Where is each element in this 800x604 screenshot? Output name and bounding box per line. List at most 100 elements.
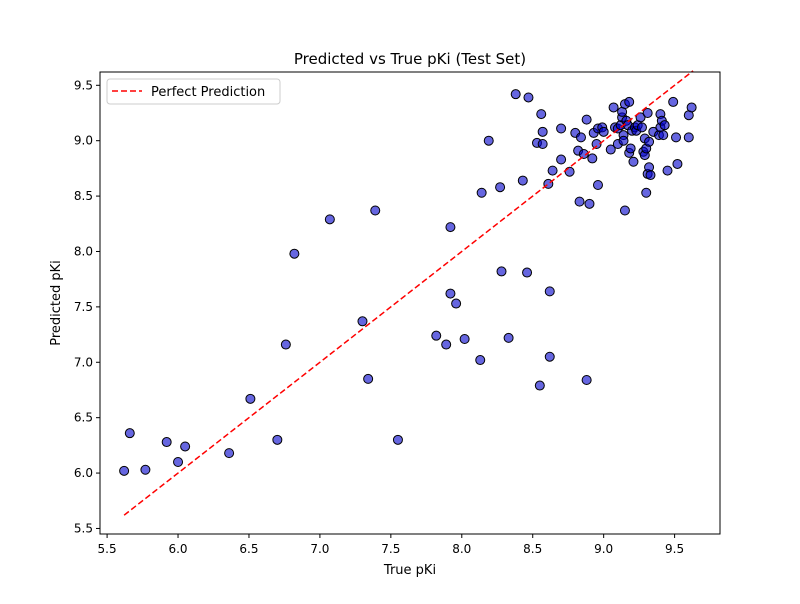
- data-point: [686, 102, 697, 113]
- data-point: [495, 182, 506, 193]
- data-point: [510, 89, 521, 100]
- data-point: [483, 135, 494, 146]
- data-point: [645, 170, 656, 181]
- data-point: [370, 205, 381, 216]
- y-tick-label: 6.5: [74, 411, 93, 425]
- data-point: [581, 375, 592, 385]
- legend-label: Perfect Prediction: [151, 85, 265, 100]
- x-tick-label: 6.5: [239, 542, 258, 556]
- data-point: [119, 465, 130, 476]
- x-tick-label: 8.0: [452, 542, 471, 556]
- data-point: [625, 143, 636, 154]
- legend-box: [106, 78, 281, 105]
- data-point: [605, 144, 616, 155]
- data-point: [445, 288, 456, 299]
- data-point: [544, 351, 555, 362]
- y-tick-label: 8.0: [74, 244, 93, 258]
- y-tick-label: 6.0: [74, 466, 93, 480]
- data-point: [475, 355, 486, 366]
- data-point: [618, 135, 629, 146]
- data-point: [575, 132, 586, 143]
- data-point: [173, 456, 184, 467]
- data-point: [180, 441, 191, 452]
- data-point: [635, 112, 646, 123]
- data-point: [556, 123, 567, 134]
- data-point: [642, 107, 653, 118]
- data-point: [578, 148, 589, 159]
- chart-title: Predicted vs True pKi (Test Set): [294, 50, 526, 68]
- y-tick-label: 8.5: [74, 189, 93, 203]
- data-point: [581, 114, 592, 125]
- data-point: [683, 132, 694, 143]
- y-tick-label: 5.5: [74, 521, 93, 535]
- data-point: [523, 92, 534, 103]
- x-axis-label: True pKi: [383, 563, 436, 578]
- data-point: [441, 339, 452, 350]
- plot-frame: [99, 71, 721, 535]
- data-point: [671, 132, 682, 143]
- data-point: [536, 109, 547, 120]
- x-tick-label: 7.5: [381, 542, 400, 556]
- data-point: [140, 464, 151, 475]
- x-tick-label: 9.0: [594, 542, 613, 556]
- data-point: [672, 158, 683, 169]
- data-point: [476, 187, 487, 198]
- data-point: [628, 156, 639, 167]
- data-point: [608, 102, 619, 113]
- y-tick-label: 9.5: [74, 78, 93, 92]
- x-tick-label: 7.0: [310, 542, 329, 556]
- data-point: [161, 437, 172, 448]
- data-point: [392, 434, 403, 445]
- data-point: [272, 434, 283, 445]
- x-tick-label: 6.0: [168, 542, 187, 556]
- data-point: [245, 393, 256, 404]
- data-point: [522, 267, 533, 278]
- data-point: [289, 248, 300, 259]
- y-tick-label: 9.0: [74, 134, 93, 148]
- data-point: [636, 122, 647, 133]
- data-point: [451, 298, 462, 309]
- data-point: [224, 448, 235, 459]
- data-point: [556, 154, 567, 165]
- x-tick-label: 8.5: [523, 542, 542, 556]
- data-point: [280, 339, 291, 350]
- data-point: [459, 334, 470, 345]
- data-point: [592, 180, 603, 191]
- data-point: [619, 205, 630, 216]
- data-point: [496, 266, 507, 277]
- x-tick-label: 9.5: [665, 542, 684, 556]
- data-point: [503, 332, 514, 343]
- y-tick-label: 7.5: [74, 300, 93, 314]
- y-axis-label: Predicted pKi: [49, 260, 64, 346]
- data-point: [584, 198, 595, 209]
- data-point: [124, 428, 135, 439]
- data-point: [517, 175, 528, 186]
- data-point: [659, 120, 670, 131]
- data-point: [431, 330, 442, 341]
- perfect-prediction-line: [123, 70, 694, 516]
- data-point: [668, 96, 679, 107]
- legend: Perfect Prediction: [106, 78, 281, 105]
- data-point: [574, 196, 585, 207]
- data-point: [662, 165, 673, 176]
- x-tick-label: 5.5: [98, 542, 117, 556]
- data-point: [598, 126, 609, 137]
- data-point: [357, 316, 368, 327]
- data-point: [641, 187, 652, 198]
- data-point: [564, 166, 575, 177]
- data-point: [658, 130, 669, 141]
- data-point: [644, 136, 655, 147]
- data-point: [324, 214, 335, 225]
- y-tick-label: 7.0: [74, 355, 93, 369]
- data-point: [591, 139, 602, 150]
- data-point: [534, 380, 545, 391]
- data-point: [544, 286, 555, 297]
- data-point: [445, 222, 456, 233]
- data-point: [547, 165, 558, 176]
- data-point: [587, 153, 598, 164]
- data-point: [624, 96, 635, 107]
- data-point: [537, 139, 548, 150]
- data-point: [537, 126, 548, 137]
